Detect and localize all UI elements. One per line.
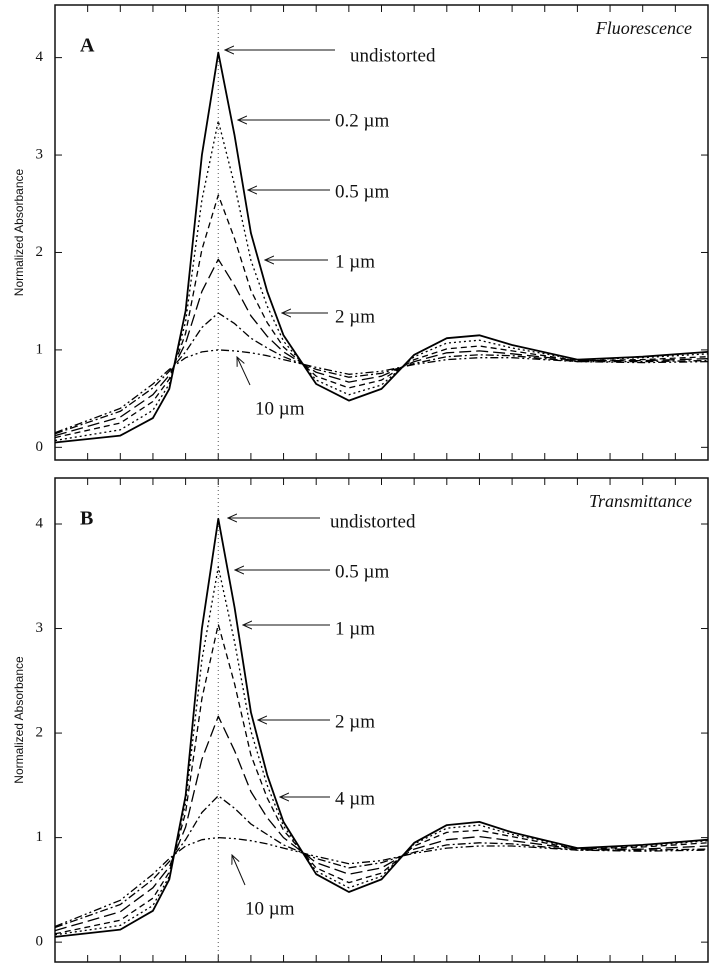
series-label: 1 µm: [335, 618, 375, 639]
y-tick-label: 2: [36, 244, 44, 260]
series-line: [54, 312, 709, 435]
y-tick-label: 2: [36, 725, 44, 741]
series-label: 2 µm: [335, 711, 375, 732]
series-label: undistorted: [350, 45, 436, 66]
series-label: 10 µm: [255, 398, 305, 419]
y-tick-label: 1: [36, 341, 44, 357]
series-label: 4 µm: [335, 788, 375, 809]
series-label: 10 µm: [245, 898, 295, 919]
series-label: 0.2 µm: [335, 110, 389, 131]
series-label: 1 µm: [335, 251, 375, 272]
series-line: [54, 120, 709, 442]
series-line: [54, 836, 709, 928]
series-line: [54, 349, 709, 434]
panel-label: B: [80, 508, 93, 530]
series-line: [54, 795, 709, 929]
series-label: 0.5 µm: [335, 561, 389, 582]
plot-frame: [54, 4, 709, 461]
y-tick-label: 0: [36, 934, 44, 950]
y-axis-label: Normalized Absorbance: [12, 168, 26, 296]
y-tick-label: 4: [36, 49, 44, 65]
series-line: [54, 715, 709, 932]
chart-title: Transmittance: [589, 491, 692, 511]
y-tick-label: 3: [36, 620, 44, 636]
series-line: [54, 194, 709, 439]
panel-label: A: [80, 35, 95, 57]
y-tick-label: 1: [36, 829, 44, 845]
annotation-arrow: [232, 855, 246, 886]
y-axis-label: Normalized Absorbance: [12, 656, 26, 784]
y-tick-label: 4: [36, 515, 44, 531]
series-label: undistorted: [330, 511, 416, 532]
series-label: 2 µm: [335, 306, 375, 327]
chart-title: Fluorescence: [595, 18, 692, 38]
series-line: [54, 517, 709, 938]
plot-frame: [54, 477, 709, 963]
y-tick-label: 3: [36, 146, 44, 162]
series-line: [54, 258, 709, 437]
series-label: 0.5 µm: [335, 181, 389, 202]
annotation-arrow: [237, 357, 251, 386]
y-tick-label: 0: [36, 439, 44, 455]
